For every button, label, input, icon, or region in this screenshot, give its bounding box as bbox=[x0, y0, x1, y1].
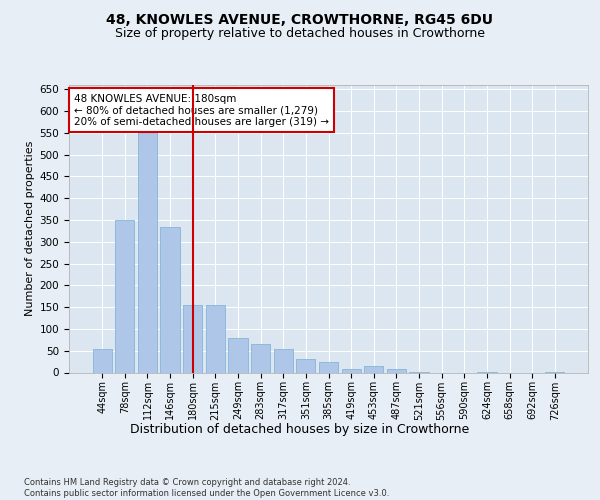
Bar bbox=[319, 362, 338, 372]
Text: Distribution of detached houses by size in Crowthorne: Distribution of detached houses by size … bbox=[130, 422, 470, 436]
Bar bbox=[229, 338, 248, 372]
Bar bbox=[92, 348, 112, 372]
Bar bbox=[251, 344, 270, 372]
Bar bbox=[138, 120, 157, 372]
Bar bbox=[364, 366, 383, 372]
Bar bbox=[183, 305, 202, 372]
Bar bbox=[160, 226, 180, 372]
Bar bbox=[274, 348, 293, 372]
Bar bbox=[341, 369, 361, 372]
Text: Contains HM Land Registry data © Crown copyright and database right 2024.
Contai: Contains HM Land Registry data © Crown c… bbox=[24, 478, 389, 498]
Bar bbox=[115, 220, 134, 372]
Text: 48 KNOWLES AVENUE: 180sqm
← 80% of detached houses are smaller (1,279)
20% of se: 48 KNOWLES AVENUE: 180sqm ← 80% of detac… bbox=[74, 94, 329, 127]
Text: Size of property relative to detached houses in Crowthorne: Size of property relative to detached ho… bbox=[115, 28, 485, 40]
Bar bbox=[387, 369, 406, 372]
Bar bbox=[206, 305, 225, 372]
Y-axis label: Number of detached properties: Number of detached properties bbox=[25, 141, 35, 316]
Bar bbox=[296, 360, 316, 372]
Text: 48, KNOWLES AVENUE, CROWTHORNE, RG45 6DU: 48, KNOWLES AVENUE, CROWTHORNE, RG45 6DU bbox=[107, 12, 493, 26]
